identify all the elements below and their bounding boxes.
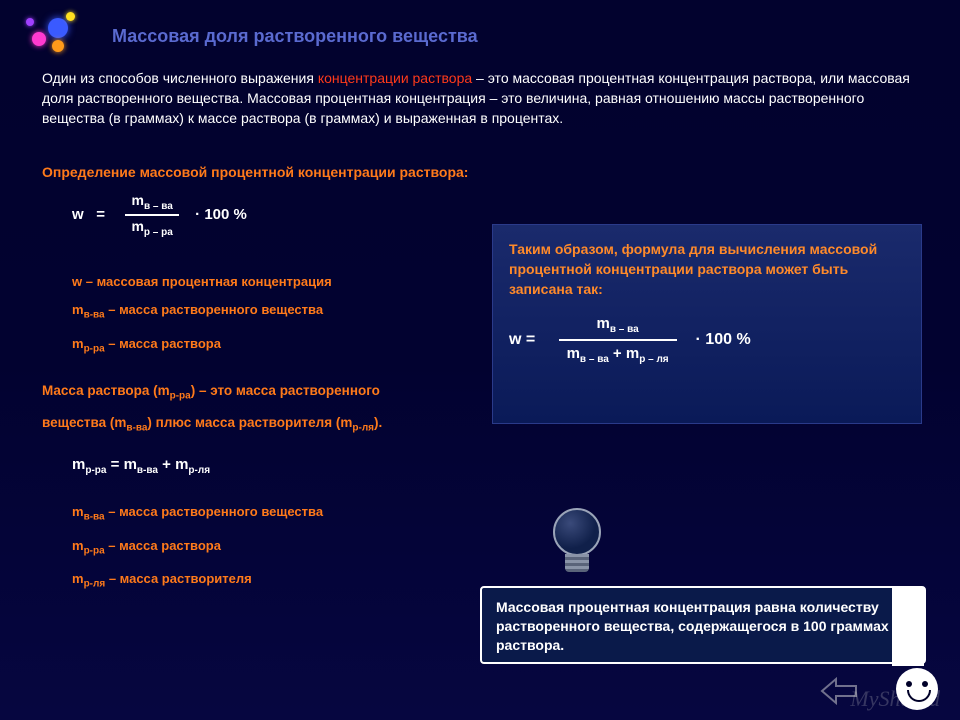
formula-mult: · 100 % [195,206,247,223]
callout-formula: w = mв – ва mв – ва + mр – ля · 100 % [509,315,905,365]
lightbulb-icon [552,508,602,578]
definition-heading: Определение массовой процентной концентр… [42,164,468,180]
callout-definition-text: Массовая процентная концентрация равна к… [496,598,910,655]
intro-paragraph: Один из способов численного выражения ко… [42,68,922,128]
legend-block-2: mв-ва – масса растворенного вещества mр-… [72,498,323,599]
back-arrow-button[interactable] [820,676,860,706]
intro-pre: Один из способов численного выражения [42,70,318,86]
formula-sum: mр-ра = mв-ва + mр-ля [72,456,210,476]
formula-main: w = mв – ва mр – ра · 100 % [72,192,247,238]
page-title: Массовая доля растворенного вещества [112,26,478,47]
callout-text: Таким образом, формула для вычисления ма… [509,239,905,299]
slide-content: Массовая доля растворенного вещества Оди… [12,8,930,688]
smiley-button[interactable] [896,668,938,710]
formula-fraction: mв – ва mр – ра [117,192,186,238]
legend-block-1: w – массовая процентная концентрация mв-… [72,268,332,363]
formula-lhs: w [72,206,84,223]
intro-highlight: концентрации раствора [318,70,472,86]
box-corner-decoration [892,588,924,666]
callout-box-definition: Массовая процентная концентрация равна к… [480,586,926,664]
logo-icon [22,10,82,60]
callout-box-formula: Таким образом, формула для вычисления ма… [492,224,922,424]
formula-eq: = [96,206,105,223]
mass-sum-paragraph: Масса раствора (mр-ра) – это масса раств… [42,378,482,441]
